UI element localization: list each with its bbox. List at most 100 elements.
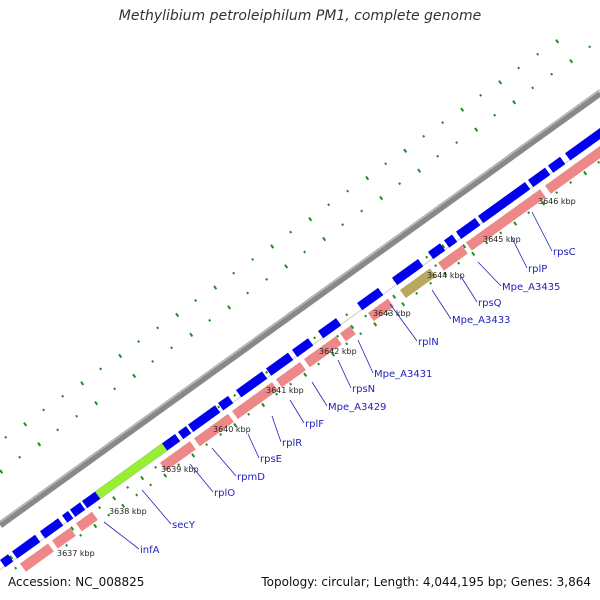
gc-dot xyxy=(233,393,237,397)
gene-label: Mpe_A3431 xyxy=(374,369,432,380)
gc-dot xyxy=(436,154,440,158)
gc-dot xyxy=(177,463,181,467)
forward-strand-genes xyxy=(0,128,600,568)
gc-dot xyxy=(392,294,397,299)
gene-label-leader xyxy=(141,489,172,525)
gene-label: rplO xyxy=(214,488,235,499)
gc-dot xyxy=(137,340,141,344)
gc-dot xyxy=(61,394,65,398)
gc-dot xyxy=(75,414,79,418)
gc-dot xyxy=(265,370,269,374)
gene-label: rplP xyxy=(528,264,547,275)
gene-label: rpsQ xyxy=(478,298,502,309)
gc-dot xyxy=(434,264,438,268)
forward-cds-block xyxy=(236,371,268,398)
kbp-tick-label: 3641 kbp xyxy=(266,386,304,395)
gc-dot xyxy=(360,209,364,213)
forward-cds-block xyxy=(40,518,64,539)
gc-dot xyxy=(512,100,517,105)
gc-dot xyxy=(9,555,14,560)
gene-label: Mpe_A3435 xyxy=(502,282,560,293)
forward-cds-block xyxy=(392,259,424,286)
gc-dot xyxy=(112,496,117,501)
forward-cds-block xyxy=(444,234,458,248)
reverse-cds-block xyxy=(76,511,98,532)
gene-label-leader xyxy=(337,359,352,389)
gc-dot xyxy=(317,362,321,366)
gene-label-leader xyxy=(459,274,478,303)
forward-cds-block xyxy=(528,167,551,188)
gc-dot xyxy=(308,216,313,222)
gc-dot xyxy=(70,526,75,531)
gc-dot xyxy=(270,244,275,249)
gc-dot xyxy=(398,182,402,186)
kbp-tick-label: 3638 kbp xyxy=(109,507,147,516)
gc-dot xyxy=(346,189,350,193)
gc-dot xyxy=(303,250,307,254)
kbp-tick-label: 3644 kbp xyxy=(427,271,465,280)
gc-dot xyxy=(0,469,4,474)
gc-dot xyxy=(384,162,388,166)
gc-dot xyxy=(56,428,60,432)
gc-dot xyxy=(527,211,531,215)
gc-dot xyxy=(331,352,336,357)
gc-dot xyxy=(107,513,111,517)
gc-dot xyxy=(401,301,406,307)
gc-dot xyxy=(364,314,368,318)
gc-dot xyxy=(98,506,102,510)
gc-dot xyxy=(194,299,198,302)
reverse-cds-block xyxy=(466,189,546,251)
forward-cds-block xyxy=(178,426,192,440)
gc-dot xyxy=(126,485,130,489)
reverse-cds-block xyxy=(340,326,356,342)
gc-dot xyxy=(118,353,123,359)
highlighted-cds-block xyxy=(400,268,436,299)
gc-dot xyxy=(246,291,250,295)
reverse-cds-block xyxy=(52,527,76,549)
gene-label-leader xyxy=(389,303,418,342)
gc-dot xyxy=(284,264,289,269)
gc-dot xyxy=(37,442,42,447)
kbp-ticks: 3637 kbp 3638 kbp 3639 kbp 3640 kbp 3641 kbp… xyxy=(57,197,576,558)
gc-dot xyxy=(597,160,600,164)
gc-dot xyxy=(350,324,355,330)
gc-dot xyxy=(327,203,331,207)
reverse-cds-block xyxy=(20,543,54,572)
gc-dot xyxy=(365,175,370,181)
gc-dot xyxy=(217,405,221,409)
reverse-cds-block xyxy=(276,362,306,388)
gc-dot xyxy=(275,392,279,396)
forward-cds-block xyxy=(478,182,531,224)
gc-dot xyxy=(422,134,426,138)
gc-dot xyxy=(79,533,83,537)
gc-dot xyxy=(531,86,535,90)
gc-dot xyxy=(474,127,479,132)
reverse-cds-block xyxy=(368,298,394,322)
gc-dot xyxy=(588,45,592,49)
reverse-cds-block xyxy=(160,441,196,471)
gc-dot xyxy=(154,465,158,469)
gc-dot xyxy=(42,408,46,412)
gc-dot xyxy=(493,113,497,117)
gc-dot xyxy=(121,503,126,508)
forward-cds-block xyxy=(62,511,74,523)
gc-dot xyxy=(23,422,28,427)
gc-dot xyxy=(65,543,69,547)
gc-dot xyxy=(499,231,503,235)
gc-dot xyxy=(233,422,238,428)
gc-dot xyxy=(322,236,327,242)
gene-label-leader xyxy=(311,381,328,407)
gc-dot xyxy=(261,402,266,408)
gc-dot xyxy=(457,261,461,265)
gc-dot xyxy=(135,493,139,497)
map-title: Methylibium petroleiphilum PM1, complete… xyxy=(118,8,482,24)
gc-dot xyxy=(289,230,293,234)
gc-dot xyxy=(4,435,8,439)
gene-label: rpsC xyxy=(553,247,576,258)
highlighted-cds-block xyxy=(95,443,168,499)
gc-dot xyxy=(265,277,269,281)
gene-label: rpsE xyxy=(260,454,282,465)
gc-dot xyxy=(251,257,255,261)
forward-cds-block xyxy=(0,554,14,568)
